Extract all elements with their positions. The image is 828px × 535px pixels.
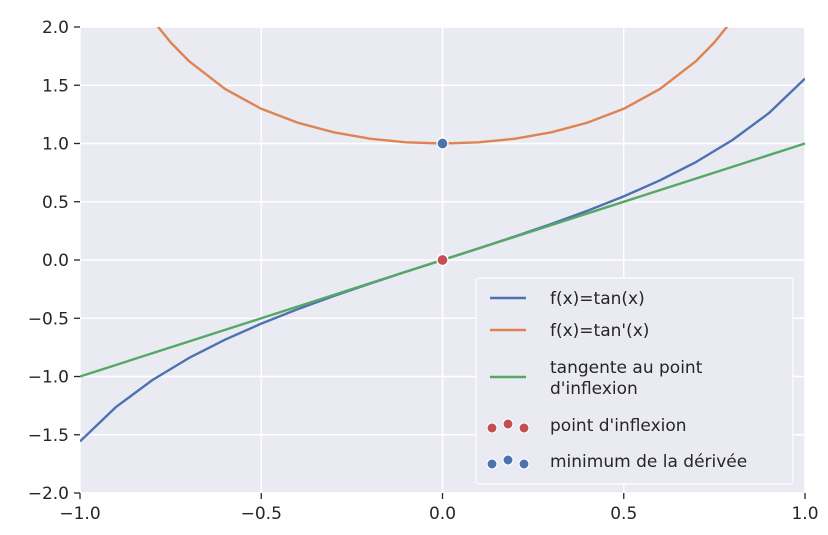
legend-label-2: f(x)=tan'(x)	[550, 321, 649, 341]
legend-label-3: tangente au point	[550, 358, 703, 378]
legend-swatch-5	[486, 458, 498, 470]
legend-label-4: point d'inflexion	[550, 416, 687, 436]
x-tick-label: 1.0	[791, 504, 818, 524]
marker-point-1	[436, 253, 449, 267]
legend-label-5: minimum de la dérivée	[550, 452, 747, 472]
y-tick-label: −1.5	[28, 426, 69, 446]
legend-label-3: d'inflexion	[550, 379, 638, 399]
y-tick-label: 0.5	[42, 193, 69, 213]
points-layer	[436, 137, 449, 267]
x-tick-label: 0.0	[429, 504, 456, 524]
legend-label-1: f(x)=tan(x)	[550, 289, 645, 309]
legend-swatch-4	[518, 422, 530, 434]
y-tick-label: 1.5	[42, 76, 69, 96]
x-tick-label: −1.0	[59, 504, 100, 524]
legend-swatch-4	[486, 422, 498, 434]
y-tick-label: −2.0	[28, 484, 69, 504]
legend-swatch-4	[502, 418, 514, 430]
x-tick-label: −0.5	[241, 504, 282, 524]
marker-point-2	[436, 137, 449, 150]
y-tick-label: −0.5	[28, 309, 69, 329]
y-tick-label: 1.0	[42, 135, 69, 155]
x-tick-label: 0.5	[610, 504, 637, 524]
ticks-layer: −1.0 −0.5 0.0 0.5 1.0 2.0 1.5 1.0 0.5 0.0 −0.5 −1.0…	[28, 18, 819, 524]
legend: f(x)=tan(x) f(x)=tan'(x) tangente au point…	[475, 277, 794, 485]
y-tick-label: −1.0	[28, 368, 69, 388]
legend-swatch-5	[502, 454, 514, 466]
y-tick-label: 2.0	[42, 18, 69, 38]
legend-swatch-5	[518, 458, 530, 470]
y-tick-label: 0.0	[42, 251, 69, 271]
legend-box	[475, 277, 794, 485]
